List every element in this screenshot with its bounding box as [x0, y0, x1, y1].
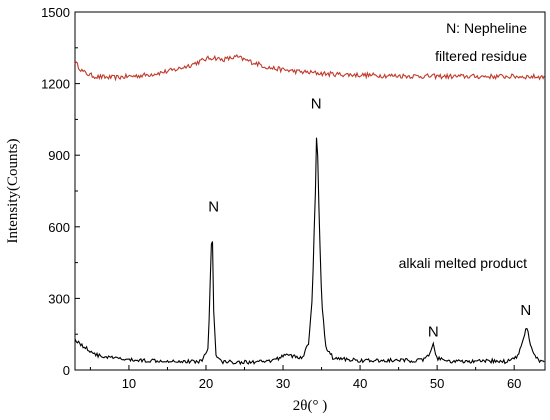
- y-tick-label: 300: [48, 291, 70, 306]
- y-axis: 0 300 600 900 1200 1500: [41, 5, 80, 378]
- alkali-melted-product-label: alkali melted product: [399, 255, 528, 271]
- alkali-melted-product-line: [74, 137, 545, 366]
- peak-label-nepheline: N: [311, 96, 322, 113]
- y-tick-label: 0: [63, 363, 70, 378]
- x-tick-label: 60: [507, 376, 521, 391]
- plot-frame: [74, 11, 546, 371]
- y-tick-label: 600: [48, 220, 70, 235]
- x-tick-label: 30: [276, 376, 290, 391]
- nepheline-legend-text: N: Nepheline: [446, 20, 527, 36]
- x-tick-label: 40: [353, 376, 367, 391]
- plot-area: [74, 11, 546, 371]
- filtered-residue-label: filtered residue: [435, 48, 527, 64]
- y-tick-label: 1500: [41, 5, 70, 20]
- peak-label-nepheline: N: [520, 302, 531, 319]
- peak-annotations: N N N N: [208, 96, 531, 341]
- x-axis-title: 2θ(° ): [293, 398, 327, 414]
- x-tick-label: 50: [430, 376, 444, 391]
- filtered-residue-line: [74, 54, 545, 82]
- x-tick-label: 10: [122, 376, 136, 391]
- y-tick-label: 1200: [41, 77, 70, 92]
- x-tick-label: 20: [199, 376, 213, 391]
- y-axis-title: Intensity(Counts): [5, 139, 21, 244]
- peak-label-nepheline: N: [208, 198, 219, 215]
- x-axis: 10 20 30 40 50 60: [89, 365, 521, 391]
- y-tick-label: 900: [48, 148, 70, 163]
- peak-label-nepheline: N: [428, 324, 439, 341]
